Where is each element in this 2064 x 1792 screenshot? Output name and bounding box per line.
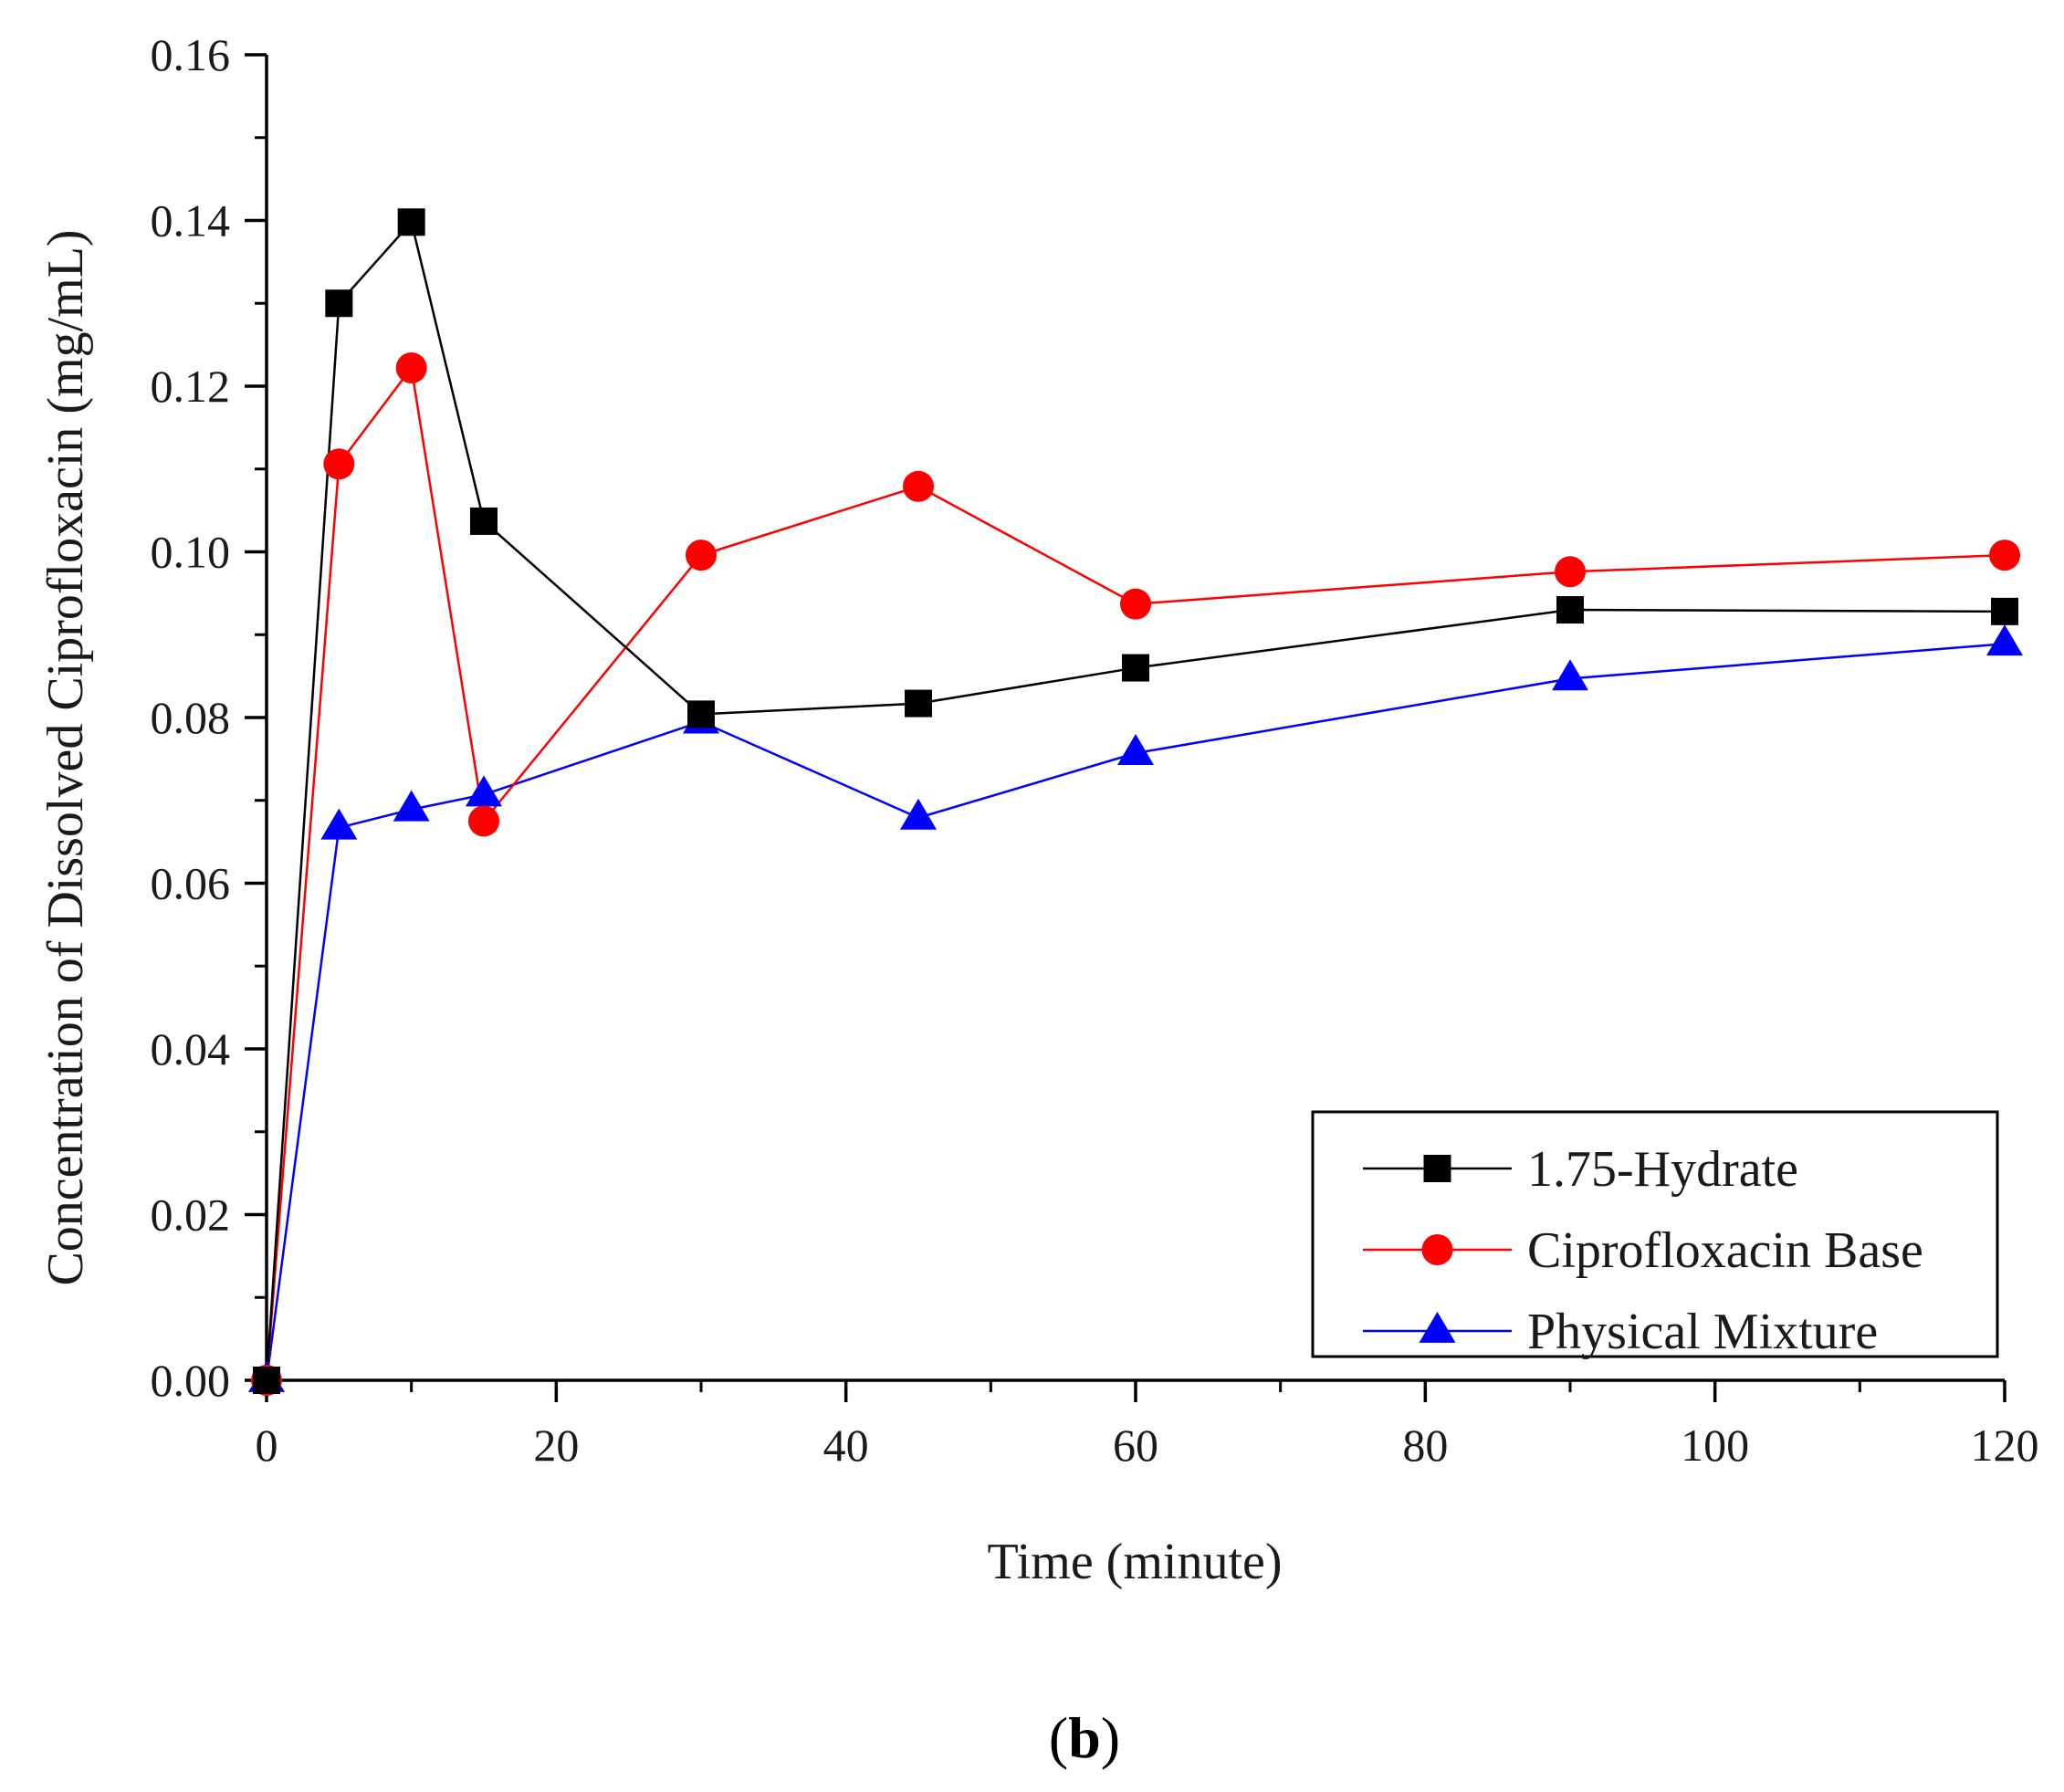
x-axis-title: Time (minute) — [987, 1534, 1282, 1590]
y-tick-label: 0.06 — [151, 858, 231, 909]
legend-label: 1.75-Hydrate — [1527, 1141, 1798, 1198]
legend-label: Physical Mixture — [1527, 1304, 1878, 1360]
data-point — [468, 805, 499, 837]
x-tick-label: 20 — [533, 1420, 579, 1471]
y-tick-label: 0.04 — [151, 1023, 231, 1074]
data-point — [900, 798, 937, 830]
x-tick-label: 60 — [1113, 1420, 1158, 1471]
panel-label: (b) — [1049, 1705, 1120, 1770]
data-point — [1556, 596, 1584, 624]
data-point — [1552, 659, 1588, 691]
data-point — [905, 689, 932, 718]
axes: 0 20 40 60 80 100 120 0.00 0.02 0.04 0.06 0.08 0.10 0… — [151, 29, 2039, 1471]
panel-label-open: ( — [1049, 1705, 1068, 1770]
data-point — [470, 507, 498, 535]
legend-marker — [1423, 1155, 1451, 1182]
y-tick-label: 0.08 — [151, 692, 231, 743]
legend: 1.75-Hydrate Ciprofloxacin Base Physical M… — [1311, 1110, 1999, 1360]
legend-marker — [1419, 1311, 1456, 1343]
y-tick-label: 0.14 — [151, 195, 231, 246]
data-point — [686, 540, 717, 571]
data-point — [395, 352, 427, 384]
x-tick-label: 120 — [1971, 1420, 2039, 1471]
plot-area — [248, 208, 2023, 1396]
data-point — [323, 448, 355, 480]
data-point — [687, 700, 715, 728]
x-tick-label: 40 — [823, 1420, 869, 1471]
panel-label-letter: b — [1068, 1705, 1101, 1770]
x-tick-label: 0 — [256, 1420, 278, 1471]
legend-box — [1311, 1110, 1999, 1358]
x-tick-label: 100 — [1681, 1420, 1749, 1471]
data-point — [903, 470, 934, 502]
data-point — [1555, 556, 1586, 588]
legend-marker — [1421, 1234, 1453, 1265]
y-tick-label: 0.00 — [151, 1355, 231, 1406]
data-point — [320, 808, 358, 840]
data-point — [393, 790, 430, 822]
data-point — [253, 1367, 280, 1394]
data-point — [1120, 588, 1151, 620]
legend-label: Ciprofloxacin Base — [1527, 1222, 1923, 1279]
data-point — [1989, 540, 2020, 571]
data-point — [1117, 733, 1154, 765]
x-tick-label: 80 — [1402, 1420, 1448, 1471]
data-point — [325, 289, 353, 318]
y-axis-title: Concentration of Dissolved Ciprofloxacin… — [37, 229, 94, 1285]
y-tick-label: 0.10 — [151, 527, 231, 578]
data-point — [1991, 597, 2018, 625]
panel-label-close: ) — [1101, 1705, 1120, 1770]
y-tick-label: 0.12 — [151, 361, 231, 412]
data-point — [1986, 624, 2023, 656]
y-tick-label: 0.16 — [151, 29, 231, 80]
data-point — [466, 775, 502, 807]
data-point — [1122, 654, 1149, 682]
data-point — [397, 208, 425, 236]
y-tick-label: 0.02 — [151, 1189, 231, 1241]
